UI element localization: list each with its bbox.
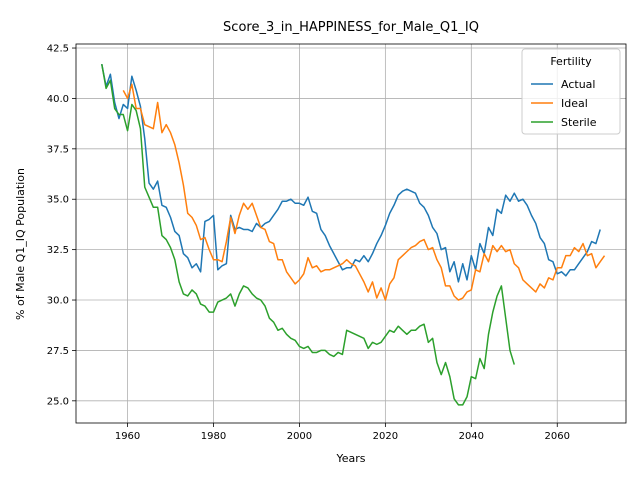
chart-title: Score_3_in_HAPPINESS_for_Male_Q1_IQ bbox=[223, 20, 479, 35]
x-tick-label: 2040 bbox=[459, 431, 484, 442]
series-line-sterile bbox=[101, 64, 515, 406]
series-line-ideal bbox=[122, 83, 606, 301]
x-tick-label: 2000 bbox=[287, 431, 312, 442]
x-tick-label: 1980 bbox=[201, 431, 226, 442]
plot-frame bbox=[75, 43, 627, 424]
y-tick-label: 30.0 bbox=[47, 296, 69, 307]
legend-title: Fertility bbox=[550, 55, 592, 68]
y-tick-label: 40.0 bbox=[47, 94, 69, 105]
x-tick-label: 2020 bbox=[373, 431, 398, 442]
series-line-actual bbox=[101, 64, 601, 283]
x-tick-label: 1960 bbox=[115, 431, 140, 442]
y-tick-label: 27.5 bbox=[47, 346, 69, 357]
y-axis-ticks: 25.0 27.5 30.0 32.5 35.0 37.5 40.0 42.5 bbox=[47, 44, 76, 407]
x-axis-label: Years bbox=[335, 452, 365, 465]
x-axis-ticks: 1960 1980 2000 2020 2040 2060 bbox=[115, 423, 570, 442]
legend-label-sterile: Sterile bbox=[561, 116, 597, 129]
legend: Fertility Actual Ideal Sterile bbox=[521, 48, 621, 135]
x-tick-label: 2060 bbox=[545, 431, 570, 442]
y-tick-label: 37.5 bbox=[47, 144, 69, 155]
series-lines bbox=[101, 64, 606, 406]
y-axis-label: % of Male Q1_IQ Population bbox=[14, 168, 27, 320]
y-tick-label: 32.5 bbox=[47, 245, 69, 256]
y-tick-label: 25.0 bbox=[47, 396, 69, 407]
legend-label-ideal: Ideal bbox=[561, 97, 588, 110]
y-tick-label: 42.5 bbox=[47, 44, 69, 55]
legend-label-actual: Actual bbox=[561, 78, 595, 91]
y-tick-label: 35.0 bbox=[47, 195, 69, 206]
legend-box bbox=[521, 48, 621, 135]
